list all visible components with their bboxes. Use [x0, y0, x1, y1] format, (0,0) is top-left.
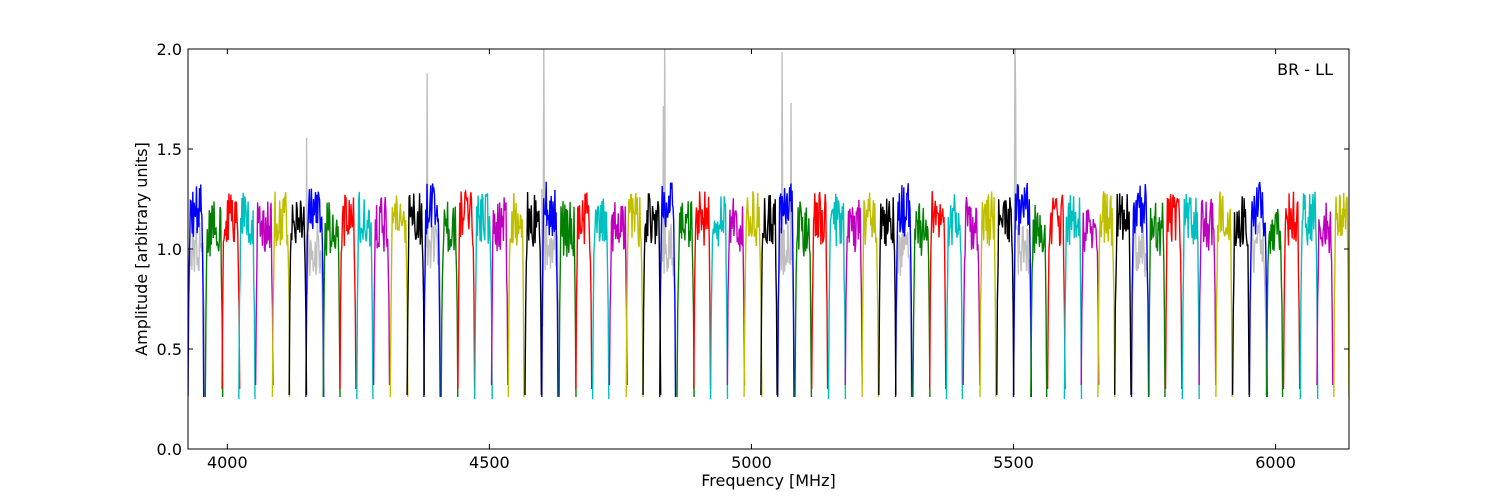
x-tick-label: 5000 [731, 453, 772, 472]
series-6 [271, 191, 1349, 398]
series-line [794, 201, 813, 398]
series-line [929, 191, 947, 390]
series-line [575, 191, 593, 390]
series-line [760, 194, 778, 396]
series-line [962, 197, 981, 386]
series-line [1215, 191, 1233, 398]
series-line [1316, 202, 1334, 386]
series-line [372, 197, 391, 386]
series-line [591, 198, 610, 400]
series-line [1012, 49, 1033, 396]
y-tick-label: 1.5 [157, 140, 182, 159]
series-line [1299, 191, 1319, 400]
series-line [1181, 193, 1200, 400]
series-line [1265, 208, 1284, 398]
series-line [827, 193, 847, 400]
x-tick-label: 5500 [993, 453, 1034, 472]
series-5 [254, 197, 1334, 386]
series-line [188, 184, 205, 398]
series-line [288, 200, 308, 396]
series-line [440, 201, 459, 398]
series-line [221, 193, 241, 390]
series-line [1248, 181, 1268, 398]
y-tick-label: 2.0 [157, 40, 182, 59]
series-line [1046, 194, 1066, 390]
series-line [878, 197, 897, 396]
x-tick-label: 4500 [469, 453, 510, 472]
series-line [1248, 221, 1267, 396]
series-line [490, 197, 509, 386]
series-line [1333, 192, 1349, 398]
series-line [1198, 198, 1217, 386]
series-line [423, 183, 441, 398]
series-2 [204, 201, 1284, 398]
series-line [659, 49, 677, 396]
series-line [1097, 191, 1116, 398]
series-line [693, 191, 712, 390]
series-line [844, 199, 863, 386]
series-line [1113, 193, 1132, 396]
chart-annotation: BR - LL [1277, 60, 1333, 79]
series-line [608, 202, 628, 386]
series-line [625, 193, 644, 398]
series-line [507, 192, 525, 398]
series-line [406, 193, 425, 396]
x-tick-label: 4000 [207, 453, 248, 472]
x-axis-label: Frequency [MHz] [701, 471, 835, 490]
series-line [777, 183, 795, 398]
series-line [642, 193, 662, 396]
series-line [474, 193, 493, 400]
series-line [305, 137, 324, 396]
series-line [322, 202, 341, 398]
series-line [1030, 204, 1048, 398]
series-line [1012, 182, 1033, 398]
series-line [912, 203, 931, 398]
series-3 [221, 188, 1301, 390]
series-line [1231, 196, 1250, 396]
series-line [1282, 191, 1301, 390]
series-line [1063, 195, 1083, 400]
series-line [524, 191, 543, 396]
series-line [676, 201, 695, 398]
series-layer [188, 49, 1349, 400]
series-line [945, 194, 964, 400]
series-line [1148, 202, 1166, 398]
series-line [558, 201, 577, 398]
series-line [861, 192, 880, 398]
series-line [1130, 184, 1150, 398]
x-tick-label: 6000 [1255, 453, 1296, 472]
series-line [894, 231, 912, 396]
series-line [254, 201, 274, 386]
series-line [339, 194, 357, 390]
series-line [457, 188, 476, 390]
series-line [204, 201, 224, 398]
series-line [1080, 209, 1100, 386]
series-line [541, 181, 559, 398]
y-tick-label: 0.0 [157, 440, 182, 459]
plot-frame [187, 48, 1350, 450]
series-line [356, 191, 374, 400]
y-tick-label: 1.0 [157, 240, 182, 259]
series-line [389, 195, 409, 398]
y-axis-label: Amplitude [arbitrary units] [132, 142, 151, 356]
series-line [709, 196, 729, 400]
series-line [894, 183, 913, 398]
series-7 [288, 191, 1250, 396]
series-line [659, 182, 677, 398]
series-line [305, 188, 325, 398]
series-1 [188, 181, 1268, 398]
series-line [726, 198, 746, 386]
series-line [238, 192, 256, 400]
series-line [271, 191, 291, 398]
series-line [996, 197, 1015, 396]
series-line [1164, 194, 1183, 390]
series-line [811, 191, 829, 390]
axis-ticks: 4000 4500 5000 5500 6000 0.0 0.5 1.0 1.5 2.0 [157, 40, 1349, 472]
series-line [743, 191, 763, 398]
y-tick-label: 0.5 [157, 340, 182, 359]
series-line [979, 191, 997, 398]
series-4 [238, 191, 1319, 400]
